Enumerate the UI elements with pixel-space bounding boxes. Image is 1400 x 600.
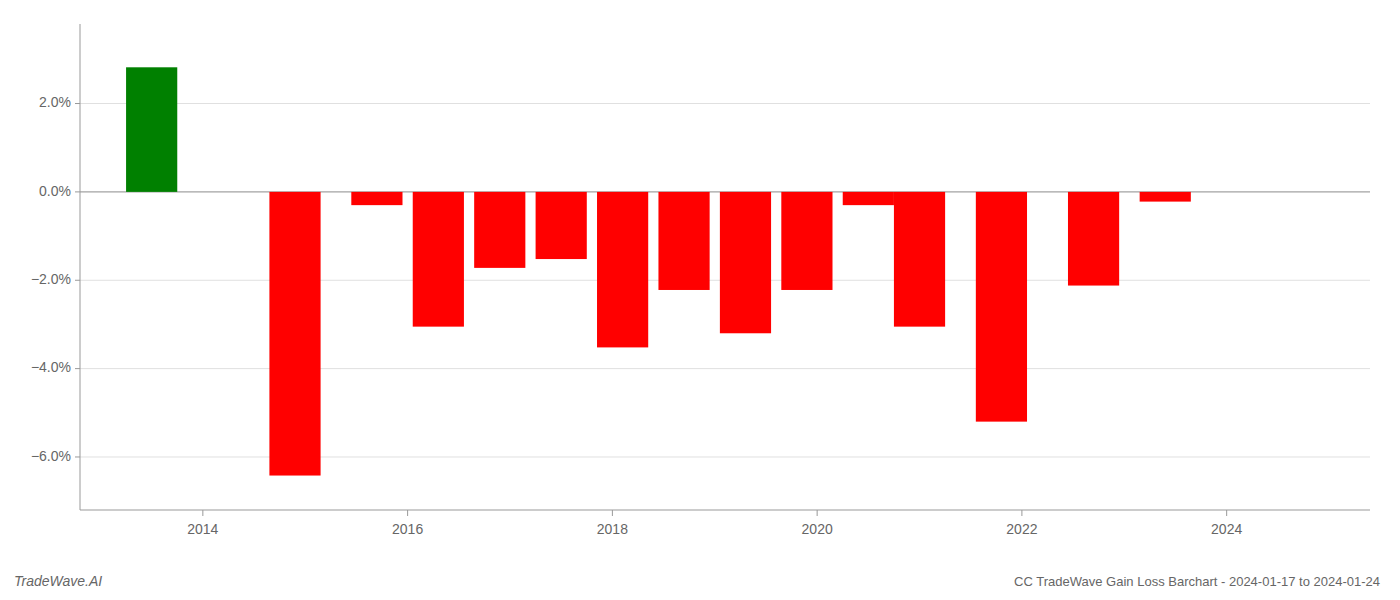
x-tick-label: 2024 <box>1211 521 1242 537</box>
bar <box>351 192 402 205</box>
y-tick-label: −4.0% <box>31 359 71 375</box>
bar <box>894 192 945 327</box>
x-tick <box>407 510 408 516</box>
axes: −6.0% −4.0% −2.0% 0.0% 2.0% 2014 2016 2018 2020 2… <box>31 24 1370 537</box>
watermark: TradeWave.AI <box>14 573 102 589</box>
bar <box>1068 192 1119 286</box>
bar <box>720 192 771 333</box>
y-grid-line <box>80 103 1370 104</box>
y-tick-label: −2.0% <box>31 271 71 287</box>
y-tick <box>75 368 80 369</box>
bar <box>597 192 648 348</box>
x-tick-label: 2014 <box>187 521 218 537</box>
chart-svg: −6.0% −4.0% −2.0% 0.0% 2.0% 2014 2016 2018 2020 2… <box>0 0 1400 600</box>
bar <box>269 192 320 476</box>
bar <box>781 192 832 290</box>
bar <box>536 192 587 259</box>
x-tick-label: 2020 <box>802 521 833 537</box>
x-tick <box>612 510 613 516</box>
x-tick-label: 2016 <box>392 521 423 537</box>
x-tick <box>202 510 203 516</box>
y-tick <box>75 280 80 281</box>
y-tick <box>75 103 80 104</box>
y-tick-label: −6.0% <box>31 448 71 464</box>
y-tick-label: 0.0% <box>39 183 71 199</box>
x-tick-label: 2022 <box>1006 521 1037 537</box>
title: CC TradeWave Gain Loss Barchart - 2024-0… <box>1014 574 1380 589</box>
bar <box>413 192 464 327</box>
x-axis-line <box>80 510 1370 511</box>
x-tick <box>817 510 818 516</box>
bar <box>658 192 709 290</box>
x-tick-label: 2018 <box>597 521 628 537</box>
bar <box>1140 192 1191 202</box>
y-tick <box>75 191 80 192</box>
chart-container: −6.0% −4.0% −2.0% 0.0% 2.0% 2014 2016 2018 2020 2… <box>0 0 1400 600</box>
bar <box>843 192 894 205</box>
x-tick <box>1021 510 1022 516</box>
bar <box>126 67 177 192</box>
bar <box>474 192 525 268</box>
y-axis-line <box>80 24 81 510</box>
bar <box>976 192 1027 422</box>
background <box>0 0 1400 600</box>
bars <box>126 67 1191 475</box>
y-tick <box>75 456 80 457</box>
x-tick <box>1226 510 1227 516</box>
y-tick-label: 2.0% <box>39 94 71 110</box>
